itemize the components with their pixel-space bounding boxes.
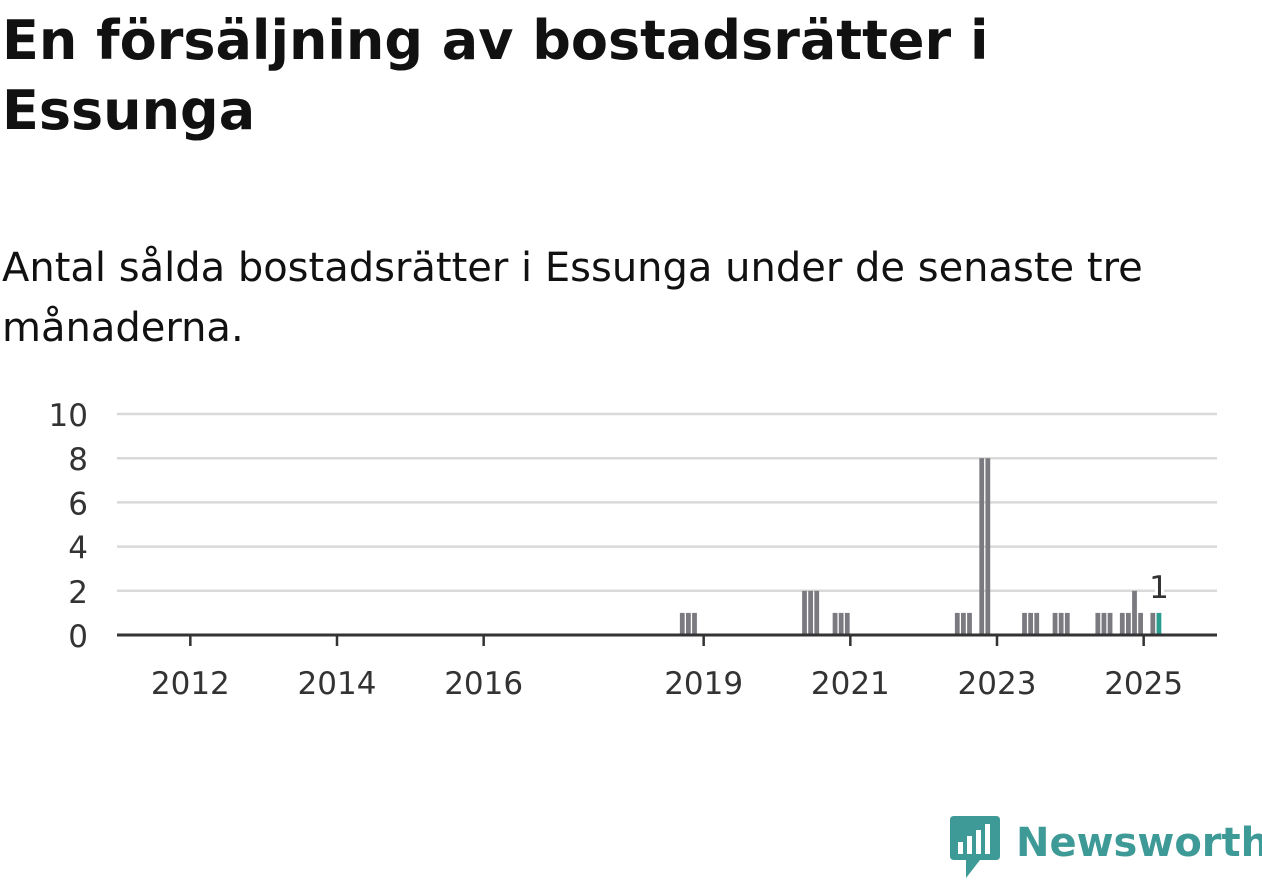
- x-tick-label: 2025: [1104, 666, 1183, 702]
- bar: [1028, 612, 1033, 635]
- bar: [1095, 612, 1101, 635]
- bar: [985, 458, 991, 635]
- bar: [961, 612, 966, 635]
- bar: [814, 590, 820, 635]
- y-tick-label: 6: [68, 486, 88, 522]
- data-label: 1: [1149, 570, 1169, 606]
- x-tick-label: 2014: [298, 666, 377, 702]
- bar: [832, 612, 838, 635]
- bar: [1126, 612, 1131, 635]
- y-tick-label: 8: [68, 442, 88, 478]
- bar: [1150, 612, 1156, 635]
- x-tick-label: 2021: [811, 666, 890, 702]
- y-tick-label: 4: [68, 531, 88, 567]
- x-tick-label: 2012: [151, 666, 230, 702]
- x-tick-label: 2023: [958, 666, 1037, 702]
- bar-highlighted: [1156, 612, 1162, 635]
- bar: [1138, 612, 1143, 635]
- bar: [1064, 612, 1070, 635]
- bar: [1058, 612, 1064, 635]
- bar: [954, 612, 960, 635]
- bar: [1034, 612, 1040, 635]
- bar: [979, 458, 985, 635]
- x-tick-label: 2016: [444, 666, 523, 702]
- bar: [1132, 590, 1137, 635]
- bar: [808, 590, 813, 635]
- bar: [692, 612, 697, 635]
- x-tick-label: 2019: [664, 666, 743, 702]
- bar: [967, 612, 972, 635]
- bar: [802, 590, 807, 635]
- newsworthy-logo-icon: [950, 816, 1000, 878]
- bar: [838, 612, 844, 635]
- bar: [686, 612, 691, 635]
- y-tick-label: 2: [68, 575, 88, 611]
- y-tick-label: 10: [49, 398, 88, 434]
- y-tick-label: 0: [68, 619, 88, 655]
- chart-subtitle: Antal sålda bostadsrätter i Essunga unde…: [2, 245, 1143, 351]
- brand-name: Newsworthy: [1016, 820, 1262, 866]
- bar: [1022, 612, 1027, 635]
- bar: [1052, 612, 1058, 635]
- bar: [1119, 612, 1125, 635]
- bar: [1101, 612, 1107, 635]
- bar: [679, 612, 685, 635]
- bar: [1107, 612, 1113, 635]
- bar: [844, 612, 850, 635]
- newsworthy-logo: Newsworthy: [950, 816, 1262, 880]
- chart-title: En försäljning av bostadsrätter i Essung…: [2, 9, 989, 142]
- bar-chart: 0 2 4 6 8 10 2012 2014 2016 2019 2021 2023 2025 1: [49, 398, 1217, 702]
